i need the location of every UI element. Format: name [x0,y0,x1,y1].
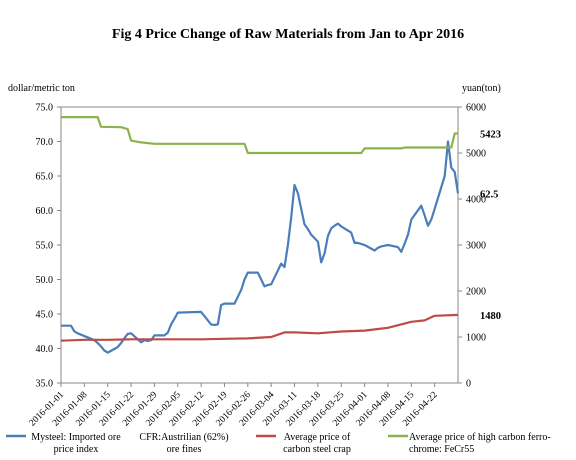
legend-label-ore-fines: ore fines [167,444,202,455]
left-axis-label: dollar/metric ton [8,83,75,94]
right-tick-label: 6000 [466,103,486,114]
chart-title: Fig 4 Price Change of Raw Materials from… [112,27,464,42]
right-tick-label: 0 [466,379,471,390]
left-tick-label: 40.0 [36,344,54,355]
annotation-label: 62.5 [480,189,498,200]
left-tick-label: 75.0 [36,103,54,114]
annotation-label: 1480 [480,311,501,322]
left-axis-ticks: 75.0 70.0 65.0 60.0 55.0 50.0 45.0 40.0 35.0 [36,103,61,390]
right-tick-label: 3000 [466,241,486,252]
legend-label-ferro-chrome: chrome: FeCr55 [409,444,474,455]
right-tick-label: 4000 [466,195,486,206]
annotation-label: 5423 [480,130,501,141]
left-tick-label: 55.0 [36,241,54,252]
left-tick-label: 50.0 [36,275,54,286]
legend-label-ore-index: Mysteel: Imported ore [31,432,121,443]
right-axis-ticks: 6000 5000 4000 3000 2000 1000 0 [458,103,486,390]
annotations: 5423 62.5 1480 [480,130,501,322]
x-axis-ticks: 2016-01-012016-01-082016-01-152016-01-22… [28,383,440,428]
series-line-2 [60,313,459,342]
right-tick-label: 5000 [466,149,486,160]
right-tick-label: 2000 [466,287,486,298]
left-tick-label: 70.0 [36,137,54,148]
legend-label-steel-scrap: carbon steel crap [283,444,351,455]
legend-label-ferro-chrome: Average price of high carbon ferro- [409,432,551,443]
legend-label-ore-index: price index [54,444,99,455]
right-tick-label: 1000 [466,333,486,344]
series-line-1 [61,140,460,354]
legend-label-steel-scrap: Average price of [284,432,351,443]
series-layer [60,115,460,354]
left-tick-label: 65.0 [36,172,54,183]
left-tick-label: 35.0 [36,379,54,390]
left-tick-label: 60.0 [36,206,54,217]
legend-label-ore-fines: CFR:Austrilian (62%) [139,432,228,443]
left-tick-label: 45.0 [36,310,54,321]
series-line-3 [61,115,458,155]
right-axis-label: yuan(ton) [462,83,501,94]
